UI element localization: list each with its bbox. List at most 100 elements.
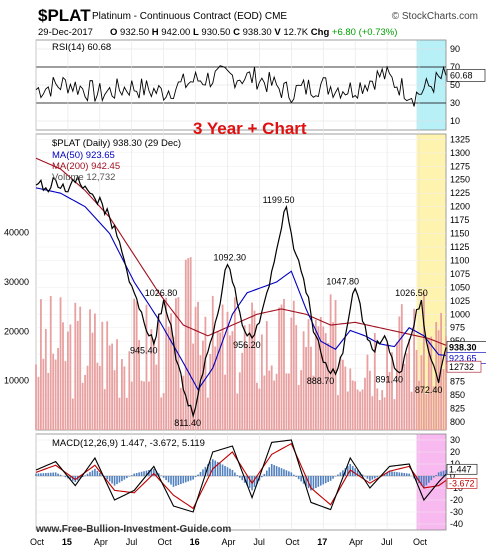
- macd-histogram-bar: [405, 473, 408, 476]
- macd-histogram-bar: [420, 476, 423, 486]
- macd-histogram-bar: [81, 476, 84, 478]
- volume-bar: [246, 344, 249, 430]
- macd-histogram-bar: [111, 476, 113, 484]
- price-tick-label: 1050: [450, 282, 470, 292]
- macd-histogram-bar: [101, 475, 104, 476]
- macd-histogram-bar: [133, 473, 136, 476]
- macd-histogram-bar: [37, 473, 40, 476]
- macd-histogram-bar: [425, 476, 428, 486]
- macd-histogram-bar: [140, 471, 143, 476]
- volume-bar: [130, 381, 133, 430]
- macd-histogram-bar: [256, 476, 258, 484]
- macd-histogram-bar: [224, 465, 226, 476]
- macd-histogram-bar: [393, 471, 396, 476]
- stockcharts-brand[interactable]: © StockCharts.com: [391, 11, 478, 22]
- macd-histogram-bar: [280, 468, 283, 476]
- price-peak-label: 891.40: [376, 375, 404, 385]
- macd-histogram-bar: [324, 476, 327, 484]
- macd-value-label: 1.447: [449, 464, 472, 474]
- price-tick-label: 1175: [450, 215, 469, 225]
- macd-histogram-bar: [403, 473, 406, 476]
- macd-histogram-bar: [64, 476, 67, 478]
- rsi-current-box: [446, 69, 486, 82]
- macd-histogram-bar: [219, 463, 221, 476]
- macd-histogram-bar: [199, 471, 202, 476]
- volume-bar: [204, 316, 207, 430]
- volume-bar: [393, 399, 396, 430]
- macd-histogram-bar: [337, 474, 339, 476]
- volume-bar: [287, 373, 290, 430]
- volume-bar: [74, 302, 77, 430]
- volume-bar: [111, 343, 114, 430]
- volume-bar: [280, 304, 283, 430]
- watermark-url: www.Free-Bullion-Investment-Guide.com: [36, 524, 232, 535]
- macd-histogram-bar: [265, 470, 268, 476]
- volume-bar: [300, 370, 303, 430]
- volume-bar: [143, 381, 145, 430]
- volume-bar: [167, 326, 170, 430]
- macd-histogram-bar: [332, 476, 334, 479]
- macd-histogram-bar: [138, 472, 140, 476]
- volume-bar: [317, 326, 320, 430]
- price-peak-label: 872.40: [415, 385, 443, 395]
- volume-bar: [356, 389, 359, 430]
- price-tick-label: 800: [450, 417, 465, 427]
- volume-bar: [292, 300, 295, 430]
- macd-histogram-bar: [238, 476, 241, 478]
- x-tick-label: Apr: [221, 537, 235, 547]
- volume-bar: [297, 384, 300, 430]
- macd-histogram-bar: [45, 473, 47, 476]
- volume-bar: [273, 380, 276, 430]
- volume-bar: [368, 370, 371, 430]
- volume-bar: [177, 297, 180, 430]
- volume-bar: [251, 302, 253, 430]
- volume-bar: [366, 354, 369, 430]
- macd-histogram-bar: [275, 466, 278, 476]
- macd-histogram-bar: [143, 471, 145, 476]
- volume-bar: [91, 332, 94, 430]
- macd-histogram-bar: [329, 476, 332, 481]
- chart-annotation: 3 Year + Chart: [193, 119, 307, 138]
- macd-value-label: -3.672: [449, 478, 475, 488]
- volume-bar: [349, 368, 352, 430]
- macd-histogram-bar: [292, 474, 295, 476]
- macd-histogram-bar: [241, 476, 244, 481]
- macd-histogram-bar: [253, 476, 256, 488]
- volume-bar: [307, 319, 310, 430]
- volume-bar: [170, 313, 172, 430]
- volume-bar: [182, 375, 185, 430]
- volume-bar: [268, 370, 271, 430]
- macd-histogram-bar: [108, 476, 111, 482]
- volume-bar: [148, 381, 150, 430]
- volume-bar: [64, 361, 67, 430]
- volume-bar: [226, 311, 229, 430]
- macd-histogram-bar: [135, 473, 138, 476]
- volume-bar: [278, 307, 280, 430]
- volume-bar: [116, 339, 118, 430]
- macd-histogram-bar: [339, 472, 342, 476]
- volume-bar: [386, 343, 388, 430]
- macd-histogram-bar: [442, 470, 445, 476]
- macd-histogram-bar: [408, 473, 410, 476]
- ohlc-readout: O 932.50 H 942.00 L 930.50 C 938.30 V 12…: [110, 27, 398, 38]
- volume-bar: [312, 375, 315, 430]
- macd-histogram-bar: [167, 476, 170, 483]
- macd-histogram-bar: [246, 476, 248, 486]
- macd-histogram-bar: [283, 469, 285, 476]
- macd-histogram-bar: [376, 476, 379, 478]
- price-tick-label: 1225: [450, 188, 470, 198]
- macd-histogram-bar: [103, 476, 106, 478]
- price-tick-label: 1150: [450, 229, 469, 239]
- volume-bar: [410, 391, 413, 430]
- macd-histogram-bar: [89, 472, 91, 476]
- macd-histogram-bar: [106, 476, 108, 480]
- macd-histogram-bar: [52, 472, 54, 476]
- macd-histogram-bar: [361, 474, 364, 476]
- macd-histogram-bar: [369, 476, 371, 481]
- volume-bar: [275, 373, 278, 430]
- volume-value-box: [446, 360, 482, 373]
- macd-histogram-bar: [437, 472, 440, 476]
- volume-bar: [155, 364, 158, 430]
- volume-bar: [224, 374, 226, 430]
- volume-bar: [152, 338, 155, 430]
